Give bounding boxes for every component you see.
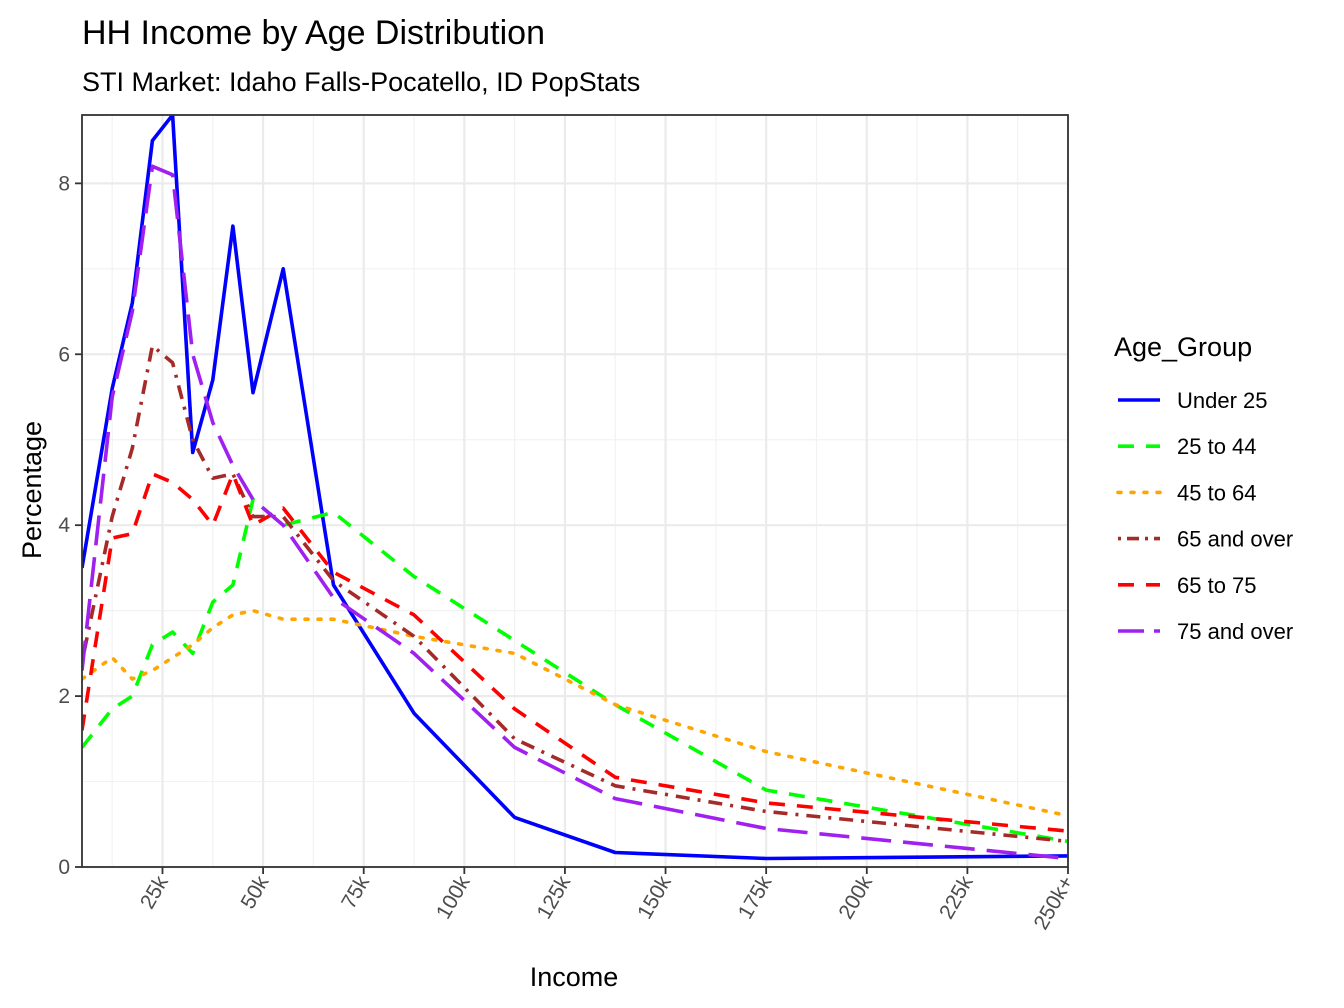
series-lines — [82, 115, 1068, 861]
legend-label: 75 and over — [1177, 619, 1293, 644]
x-tick-label: 200k — [834, 872, 877, 923]
series-line-65-and-over — [82, 343, 1068, 844]
x-axis-title: Income — [530, 962, 619, 992]
plot-area — [81, 114, 1070, 869]
x-tick-label: 250k+ — [1030, 872, 1079, 934]
x-tick-label: 125k — [533, 872, 576, 923]
legend: Age_Group Under 25 25 to 44 45 to 64 65 and… — [1114, 332, 1293, 644]
x-tick-label: 175k — [734, 872, 777, 923]
x-tick-label: 75k — [337, 872, 374, 913]
y-tick-label: 0 — [58, 856, 70, 879]
series-line-under-25 — [82, 115, 1068, 861]
x-tick-label: 225k — [935, 872, 978, 923]
legend-label: 65 and over — [1177, 527, 1293, 552]
legend-label: Under 25 — [1177, 388, 1268, 413]
series-line-45-to-64 — [82, 608, 1068, 818]
y-tick-label: 8 — [58, 172, 70, 195]
x-tick-label: 100k — [432, 872, 475, 923]
chart-subtitle: STI Market: Idaho Falls-Pocatello, ID Po… — [82, 67, 640, 97]
y-tick-label: 2 — [58, 685, 70, 708]
grid-minor — [82, 115, 1068, 867]
series-line-75-and-over — [82, 164, 1068, 861]
x-tick-label: 150k — [633, 872, 676, 923]
x-tick-label: 25k — [136, 872, 173, 913]
x-tick-label: 50k — [237, 872, 274, 913]
x-axis: 25k 50k 75k 100k 125k 150k 175k 200k 225k 250k+ — [136, 867, 1078, 934]
chart-title: HH Income by Age Distribution — [82, 14, 545, 52]
series-line-65-to-75 — [82, 472, 1068, 833]
panel-background — [82, 115, 1068, 867]
panel-border — [81, 114, 1069, 868]
legend-label: 65 to 75 — [1177, 573, 1257, 598]
y-tick-label: 4 — [58, 514, 70, 537]
legend-label: 45 to 64 — [1177, 480, 1257, 505]
y-axis: 0 2 4 6 8 — [58, 172, 82, 879]
y-axis-title: Percentage — [17, 421, 47, 559]
legend-items: Under 25 25 to 44 45 to 64 65 and over 65 to… — [1116, 388, 1293, 644]
legend-title: Age_Group — [1114, 332, 1252, 362]
legend-label: 25 to 44 — [1177, 434, 1257, 459]
y-tick-label: 6 — [58, 343, 70, 366]
